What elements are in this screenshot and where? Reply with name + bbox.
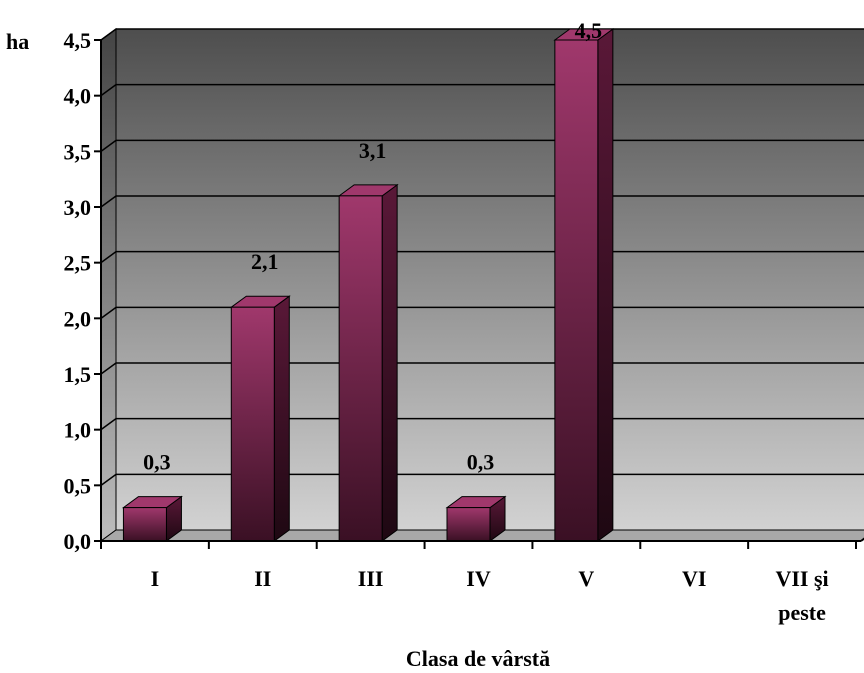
x-tick-label: I [151,566,160,591]
y-tick-label: 3,0 [64,195,92,220]
gridline [100,139,864,152]
gridline [100,473,864,486]
data-label: 4,5 [575,18,603,43]
y-tick-label: 0,0 [64,529,92,554]
gridline [100,417,864,431]
x-tick-label: IV [466,566,491,591]
y-axis-title: ha [6,29,29,54]
data-label: 0,3 [467,450,495,475]
bar-side [597,28,614,542]
bar-side [273,295,290,542]
x-tick-label: III [358,566,384,591]
x-tick-label: VII şi peste [775,566,828,625]
bar [230,306,275,542]
bar [446,507,491,542]
y-tick-label: 2,5 [64,251,92,276]
gridline [100,362,864,375]
gridline [100,28,864,41]
gridline [100,306,864,319]
y-tick-label: 1,0 [64,418,92,443]
gridline [100,195,864,208]
y-tick-label: 0,5 [64,473,92,498]
y-tick-label: 3,5 [64,139,92,164]
y-tick-label: 4,0 [64,84,92,109]
x-tick-label: V [578,566,594,591]
bar [122,507,167,542]
y-tick-label: 1,5 [64,362,92,387]
x-tick-label: II [254,566,271,591]
y-tick-label: 2,0 [64,306,92,331]
labels: 0,0 0,5 1,0 1,5 2,0 2,5 3,0 3,5 4,0 4,5 0,3 2,1 3,1 0… [64,18,829,625]
data-label: 2,1 [251,249,279,274]
x-axis-title: Clasa de vârstă [406,646,550,671]
gridlines [100,28,864,486]
axes [94,39,864,549]
data-label: 3,1 [359,138,387,163]
data-label: 0,3 [143,450,171,475]
gridline [100,83,864,97]
side-wall [100,28,117,542]
bar [338,195,383,542]
bars [121,28,615,542]
y-tick-label: 4,5 [64,28,92,53]
gridline [100,250,864,264]
bar [554,39,599,542]
bar-side [381,183,398,542]
x-tick-label: VI [682,566,706,591]
